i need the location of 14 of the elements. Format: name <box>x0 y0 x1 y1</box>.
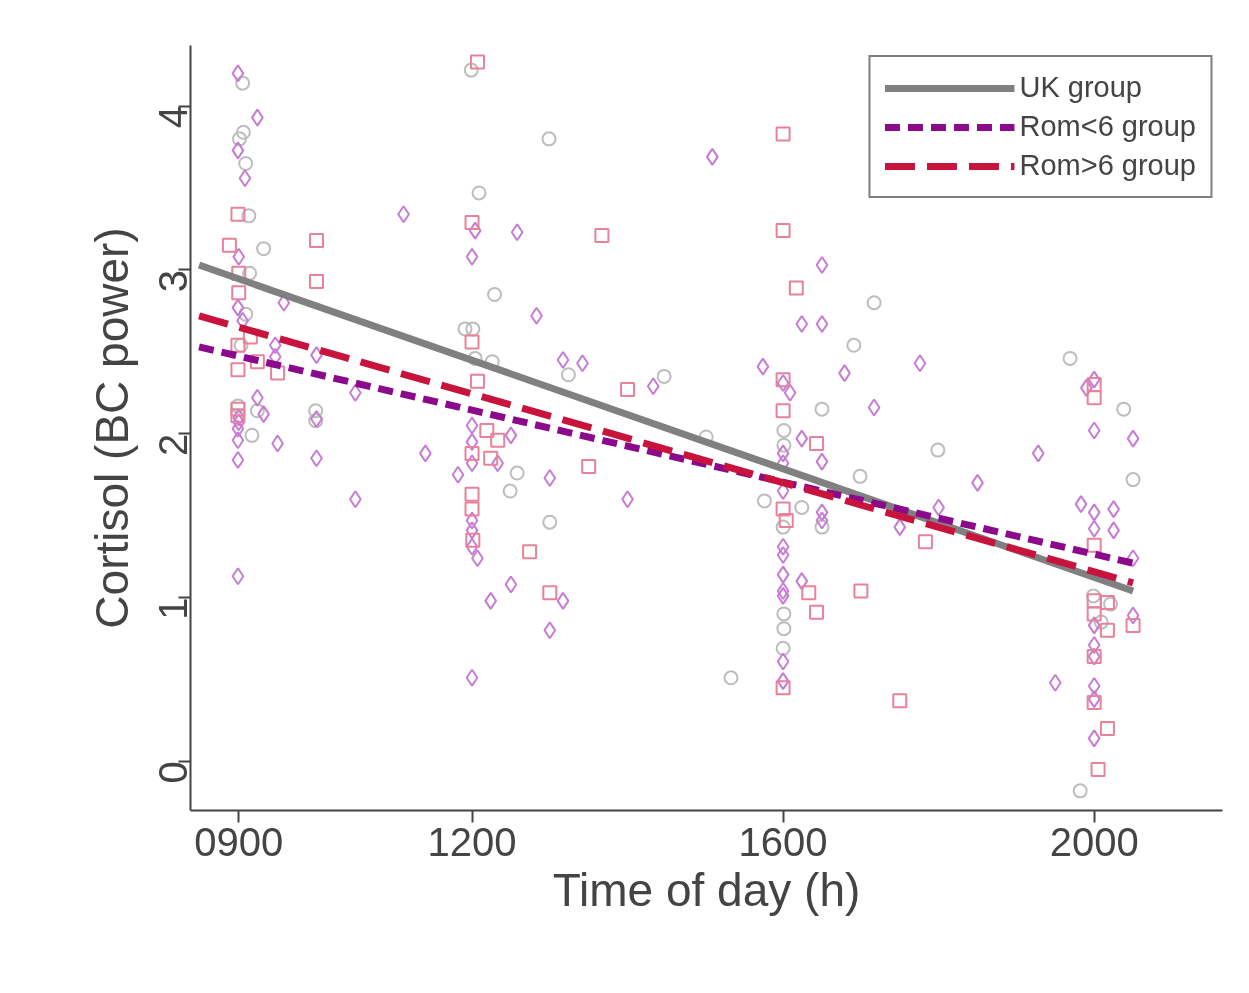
y-tick-label: 3 <box>151 269 196 293</box>
legend-label: Rom<6 group <box>1019 110 1196 143</box>
legend-label: UK group <box>1019 71 1142 104</box>
x-tick-label: 2000 <box>1049 819 1139 864</box>
y-axis-title: Cortisol (BC power) <box>85 227 138 629</box>
legend-label: Rom>6 group <box>1019 149 1196 182</box>
x-axis-title: Time of day (h) <box>552 863 861 916</box>
x-tick-label: 1200 <box>427 819 517 864</box>
x-tick-label: 1600 <box>738 819 828 864</box>
y-tick-label: 1 <box>151 597 196 620</box>
y-tick-label: 2 <box>151 433 196 456</box>
y-tick-label: 4 <box>151 106 196 129</box>
y-tick-label: 0 <box>151 761 196 784</box>
x-tick-label: 0900 <box>194 819 284 864</box>
